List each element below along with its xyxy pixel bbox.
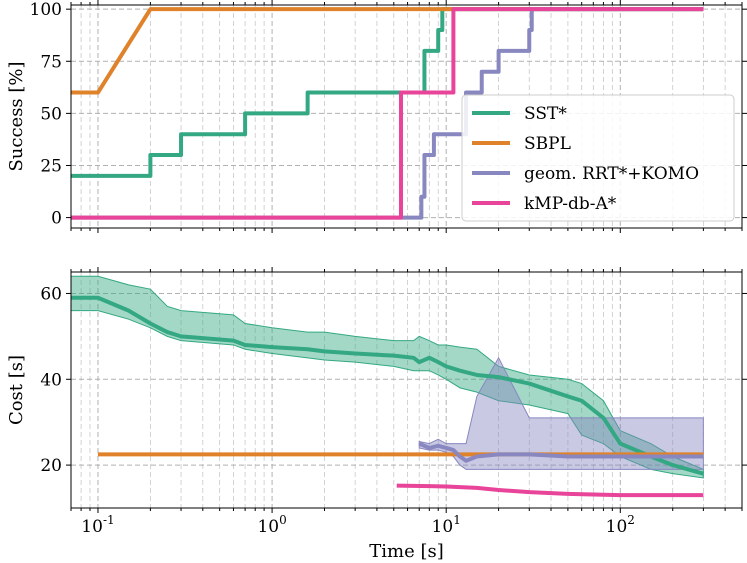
y-axis-title: Success [%] (6, 61, 27, 171)
y-axis-title: Cost [s] (6, 355, 27, 425)
legend-label: kMP-db-A* (524, 194, 617, 214)
legend-box (461, 94, 735, 222)
x-tick-label: 101 (432, 513, 461, 537)
series-line-sst (71, 7, 704, 178)
legend-label: SST* (524, 104, 567, 124)
legend-label: geom. RRT*+KOMO (524, 164, 699, 184)
series-line-kmp (396, 483, 704, 498)
x-tick-label: 100 (257, 513, 286, 537)
y-tick-label: 50 (40, 104, 62, 124)
series-line-geom (418, 441, 704, 463)
series-line-sbpl (71, 7, 704, 95)
x-tick-label: 10-1 (81, 513, 114, 537)
y-tick-label: 25 (40, 156, 62, 176)
axes-frame (70, 4, 743, 229)
series-line-geom (71, 7, 704, 220)
legend-label: SBPL (524, 134, 571, 154)
series-line-kmp (71, 7, 704, 220)
x-tick-label: 102 (606, 513, 635, 537)
series-line-sst (71, 295, 704, 476)
y-tick-label: 100 (30, 0, 62, 20)
y-tick-label: 75 (40, 52, 62, 72)
band-sst (71, 275, 704, 479)
y-tick-label: 20 (40, 456, 62, 476)
y-tick-label: 0 (51, 209, 62, 229)
x-axis-title: Time [s] (369, 541, 444, 562)
plot-area (71, 7, 704, 220)
y-tick-label: 40 (40, 370, 62, 390)
legend: SST* SBPL geom. RRT*+KOMO kMP-db-A* (461, 94, 735, 222)
success-plot: 0 25 50 75 100 Success [%] SST* SBPL geom. RRT*+… (6, 0, 747, 233)
axes-frame (70, 271, 743, 509)
plot-area (71, 275, 704, 498)
y-tick-label: 60 (40, 284, 62, 304)
cost-plot: 20 40 60 Cost [s] 10-1 100 101 102 Time [s] (6, 267, 747, 562)
